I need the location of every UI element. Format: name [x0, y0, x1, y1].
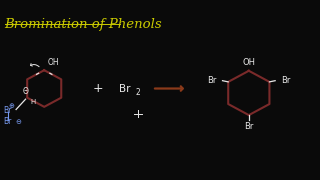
- Text: Br: Br: [119, 84, 130, 94]
- Text: Bromination of Phenols: Bromination of Phenols: [4, 18, 162, 31]
- Text: ⊕: ⊕: [9, 103, 14, 109]
- Text: 2: 2: [135, 87, 140, 96]
- Text: OH: OH: [48, 58, 60, 67]
- Text: OH: OH: [242, 58, 255, 67]
- Text: Θ: Θ: [23, 87, 28, 96]
- Text: ⊖: ⊖: [16, 119, 22, 125]
- Text: H: H: [30, 99, 36, 105]
- Text: +: +: [93, 82, 103, 95]
- Text: Br: Br: [3, 106, 11, 115]
- Text: Br: Br: [207, 76, 216, 85]
- Text: Br: Br: [3, 117, 11, 126]
- Text: Br: Br: [244, 122, 253, 131]
- Text: Br: Br: [281, 76, 291, 85]
